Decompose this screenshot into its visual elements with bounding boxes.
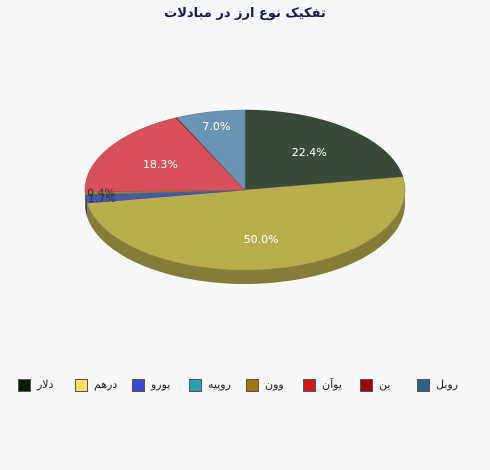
legend-label: روبل	[436, 378, 459, 391]
chart-title: تفکیک نوع ارز در مبادلات	[164, 6, 326, 21]
slice-label-2: 1.7%	[88, 192, 116, 205]
legend-swatch	[132, 379, 145, 392]
legend-label: ین	[379, 378, 391, 391]
legend-swatch	[18, 379, 31, 392]
legend-swatch	[417, 379, 430, 392]
pie-slices	[84, 109, 406, 271]
legend-label: یوآن	[322, 378, 342, 391]
slice-label-0: 22.4%	[292, 146, 327, 159]
pie-slice-7[interactable]	[176, 109, 246, 191]
pie-chart: 22.4% 50.0% 1.7%0.4% 18.3% 7.0%	[84, 109, 406, 285]
legend-label: یورو	[151, 378, 171, 391]
legend-label: درهم	[94, 378, 118, 391]
pie-slice-1[interactable]	[86, 176, 406, 271]
slice-label-4: 0.4%	[87, 187, 115, 200]
slice-label-1: 50.0%	[244, 233, 279, 246]
legend-swatch	[303, 379, 316, 392]
legend-swatch	[246, 379, 259, 392]
legend-swatch	[189, 379, 202, 392]
slice-label-7: 7.0%	[202, 120, 230, 133]
legend-label: دلار	[37, 378, 54, 391]
pie-slice-5[interactable]	[84, 117, 246, 193]
pie-side-2	[85, 194, 88, 218]
legend: دلار درهم یورو روپیه وون یوآن ین روبل	[18, 378, 474, 398]
legend-swatch	[360, 379, 373, 392]
pie-slice-0[interactable]	[244, 109, 404, 191]
slice-label-5: 18.3%	[143, 158, 178, 171]
legend-label: وون	[265, 378, 284, 391]
pie-side-1	[87, 190, 405, 285]
pie-labels: 22.4% 50.0% 1.7%0.4% 18.3% 7.0%	[87, 120, 327, 246]
legend-label: روپیه	[208, 378, 231, 391]
legend-swatch	[75, 379, 88, 392]
